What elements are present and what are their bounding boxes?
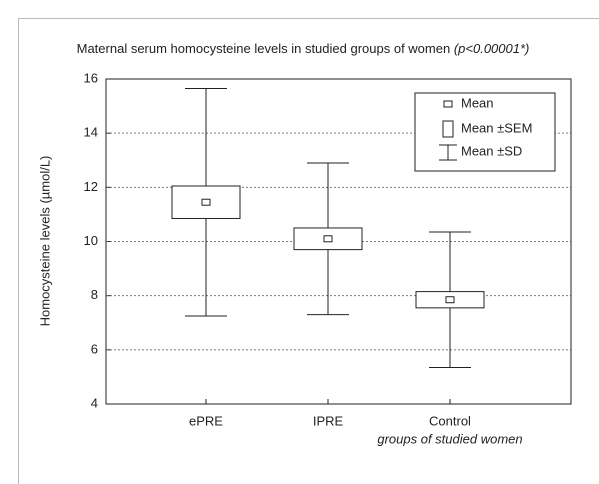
y-tick-label: 14 [84, 125, 98, 140]
legend-box [414, 92, 556, 172]
title-note: (p<0.00001*) [454, 41, 530, 56]
title-main: Maternal serum homocysteine levels in st… [77, 41, 451, 56]
x-axis-label: groups of studied women [377, 431, 522, 446]
x-tick-label: Control [429, 413, 471, 428]
frame [18, 18, 599, 484]
plot-area [105, 78, 572, 405]
legend-label: Mean [461, 95, 494, 110]
y-tick-label: 8 [91, 287, 98, 302]
y-axis-label: Homocysteine levels (µmol/L) [37, 156, 52, 327]
chart-title: Maternal serum homocysteine levels in st… [77, 41, 530, 56]
mean-marker [201, 198, 211, 206]
legend-label: Mean ±SEM [461, 120, 532, 135]
y-tick-label: 10 [84, 233, 98, 248]
x-tick-label: IPRE [313, 413, 344, 428]
legend-symbol-sem [442, 120, 454, 138]
legend-label: Mean ±SD [461, 143, 522, 158]
legend-symbol-mean [443, 100, 453, 108]
mean-marker [323, 235, 333, 243]
y-tick-label: 6 [91, 341, 98, 356]
y-tick-label: 4 [91, 395, 98, 410]
y-tick-label: 16 [84, 70, 98, 85]
x-tick-label: ePRE [189, 413, 223, 428]
mean-marker [445, 296, 455, 304]
y-tick-label: 12 [84, 179, 98, 194]
